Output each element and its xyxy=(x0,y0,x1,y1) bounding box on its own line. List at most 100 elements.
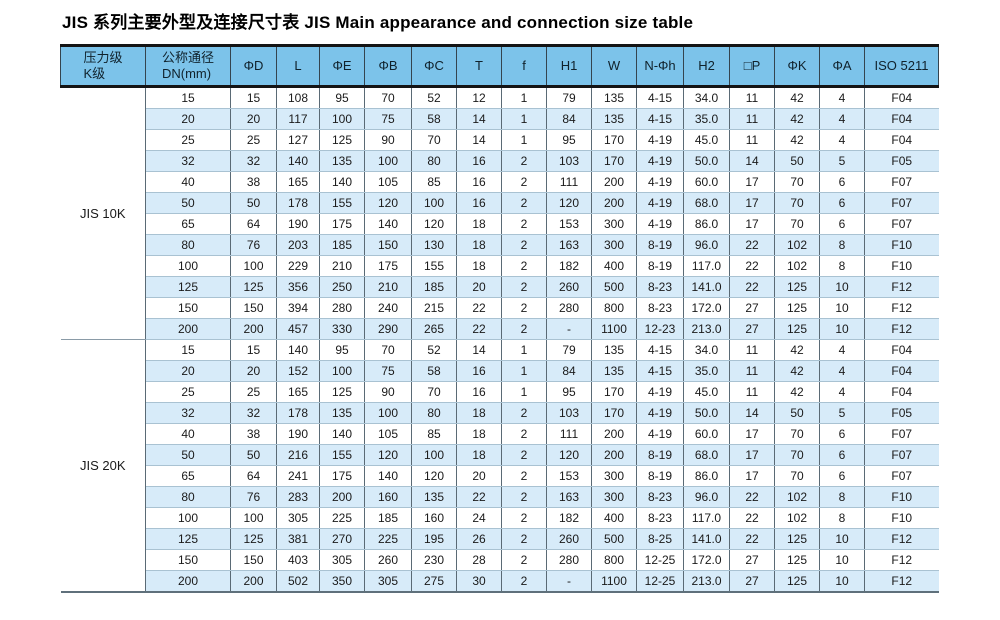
table-cell: 100 xyxy=(145,507,231,529)
table-cell: 6 xyxy=(819,192,865,214)
table-cell: 103 xyxy=(546,402,592,424)
table-cell: 8-25 xyxy=(636,528,684,550)
table-cell: 2 xyxy=(501,276,547,298)
table-cell: 195 xyxy=(411,528,457,550)
table-cell: 350 xyxy=(319,570,365,593)
table-cell: 125 xyxy=(774,528,820,550)
table-cell: 6 xyxy=(819,423,865,445)
table-cell: 45.0 xyxy=(683,381,730,403)
table-cell: 95 xyxy=(319,339,365,361)
table-cell: 152 xyxy=(276,360,320,382)
table-cell: 330 xyxy=(319,318,365,340)
table-cell: 11 xyxy=(729,360,775,382)
table-cell: 90 xyxy=(364,129,412,151)
table-cell: 27 xyxy=(729,549,775,571)
table-cell: F12 xyxy=(864,528,939,550)
table-cell: 15 xyxy=(145,339,231,361)
table-cell: 4 xyxy=(819,339,865,361)
table-cell: 140 xyxy=(276,150,320,172)
table-cell: 2 xyxy=(501,423,547,445)
table-cell: 200 xyxy=(591,192,637,214)
table-cell: - xyxy=(546,318,592,340)
table-cell: F04 xyxy=(864,381,939,403)
table-cell: 125 xyxy=(230,528,277,550)
table-cell: 58 xyxy=(411,360,457,382)
table-row: 200 200 457 330 290 265 22 2-1100 12-23 213.0 27 12… xyxy=(61,318,939,340)
table-cell: 10 xyxy=(819,297,865,319)
table-cell: 305 xyxy=(364,570,412,593)
table-cell: 20 xyxy=(230,360,277,382)
table-cell: 403 xyxy=(276,549,320,571)
table-cell: 18 xyxy=(456,402,502,424)
table-cell: 203 xyxy=(276,234,320,256)
table-cell: 108 xyxy=(276,86,320,109)
table-cell: 170 xyxy=(591,129,637,151)
column-header: H2 xyxy=(683,44,730,88)
table-cell: 130 xyxy=(411,234,457,256)
table-cell: F10 xyxy=(864,486,939,508)
table-cell: 100 xyxy=(411,192,457,214)
table-cell: 155 xyxy=(319,192,365,214)
table-cell: 225 xyxy=(364,528,412,550)
table-cell: 50 xyxy=(145,192,231,214)
table-cell: 18 xyxy=(456,444,502,466)
table-cell: 16 xyxy=(456,192,502,214)
table-cell: 80 xyxy=(145,234,231,256)
table-cell: 70 xyxy=(364,339,412,361)
table-cell: 22 xyxy=(456,486,502,508)
table-cell: 65 xyxy=(145,465,231,487)
table-cell: 4-15 xyxy=(636,360,684,382)
table-cell: 105 xyxy=(364,423,412,445)
table-cell: 8 xyxy=(819,255,865,277)
table-cell: 250 xyxy=(319,276,365,298)
table-cell: 50 xyxy=(774,150,820,172)
table-cell: 2 xyxy=(501,297,547,319)
table-cell: 394 xyxy=(276,297,320,319)
table-cell: 135 xyxy=(319,402,365,424)
table-cell: 178 xyxy=(276,402,320,424)
table-cell: 14 xyxy=(729,150,775,172)
table-cell: 100 xyxy=(364,150,412,172)
table-row: 40 38 190 140 105 85 18 2 111 200 4-19 60.0 17 70 6 F07 xyxy=(61,423,939,445)
table-cell: 15 xyxy=(230,339,277,361)
table-cell: F12 xyxy=(864,549,939,571)
table-row: 32 32 140 135 100 80 16 2 103 170 4-19 50.0 14 50 5 F05 xyxy=(61,150,939,172)
table-cell: 160 xyxy=(364,486,412,508)
table-cell: 100 xyxy=(230,507,277,529)
table-cell: 11 xyxy=(729,108,775,130)
table-cell: 11 xyxy=(729,129,775,151)
table-row: 25 25 165 125 90 70 16 1 95 170 4-19 45.0 11 42 4 F04 xyxy=(61,381,939,403)
table-cell: 300 xyxy=(591,234,637,256)
column-header: ΦC xyxy=(411,44,457,88)
table-cell: 11 xyxy=(729,86,775,109)
table-cell: 300 xyxy=(591,465,637,487)
table-cell: 305 xyxy=(319,549,365,571)
column-header-line: T xyxy=(475,58,483,74)
table-cell: 125 xyxy=(319,381,365,403)
table-cell: 125 xyxy=(145,528,231,550)
column-header-line: ΦB xyxy=(378,58,398,74)
table-cell: 11 xyxy=(729,339,775,361)
table-cell: 500 xyxy=(591,528,637,550)
table-cell: 17 xyxy=(729,465,775,487)
table-cell: 70 xyxy=(774,444,820,466)
table-cell: 60.0 xyxy=(683,171,730,193)
column-header-line: f xyxy=(522,58,526,74)
table-cell: F12 xyxy=(864,318,939,340)
table-cell: 50 xyxy=(230,192,277,214)
table-cell: 40 xyxy=(145,423,231,445)
table-cell: 6 xyxy=(819,213,865,235)
table-cell: F10 xyxy=(864,255,939,277)
table-cell: 381 xyxy=(276,528,320,550)
table-cell: 120 xyxy=(364,444,412,466)
table-cell: 17 xyxy=(729,192,775,214)
table-row: JIS 10K 15 15 108 95 70 52 12 1 79 135 4-15 34.0 11 42… xyxy=(60,86,939,340)
table-cell: 64 xyxy=(230,213,277,235)
table-row: 80 76 283 200 160 135 22 2 163 300 8-23 96.0 22 102 8 F… xyxy=(61,486,939,508)
table-cell: 52 xyxy=(411,339,457,361)
table-cell: 400 xyxy=(591,255,637,277)
table-cell: 155 xyxy=(411,255,457,277)
table-cell: 96.0 xyxy=(683,234,730,256)
